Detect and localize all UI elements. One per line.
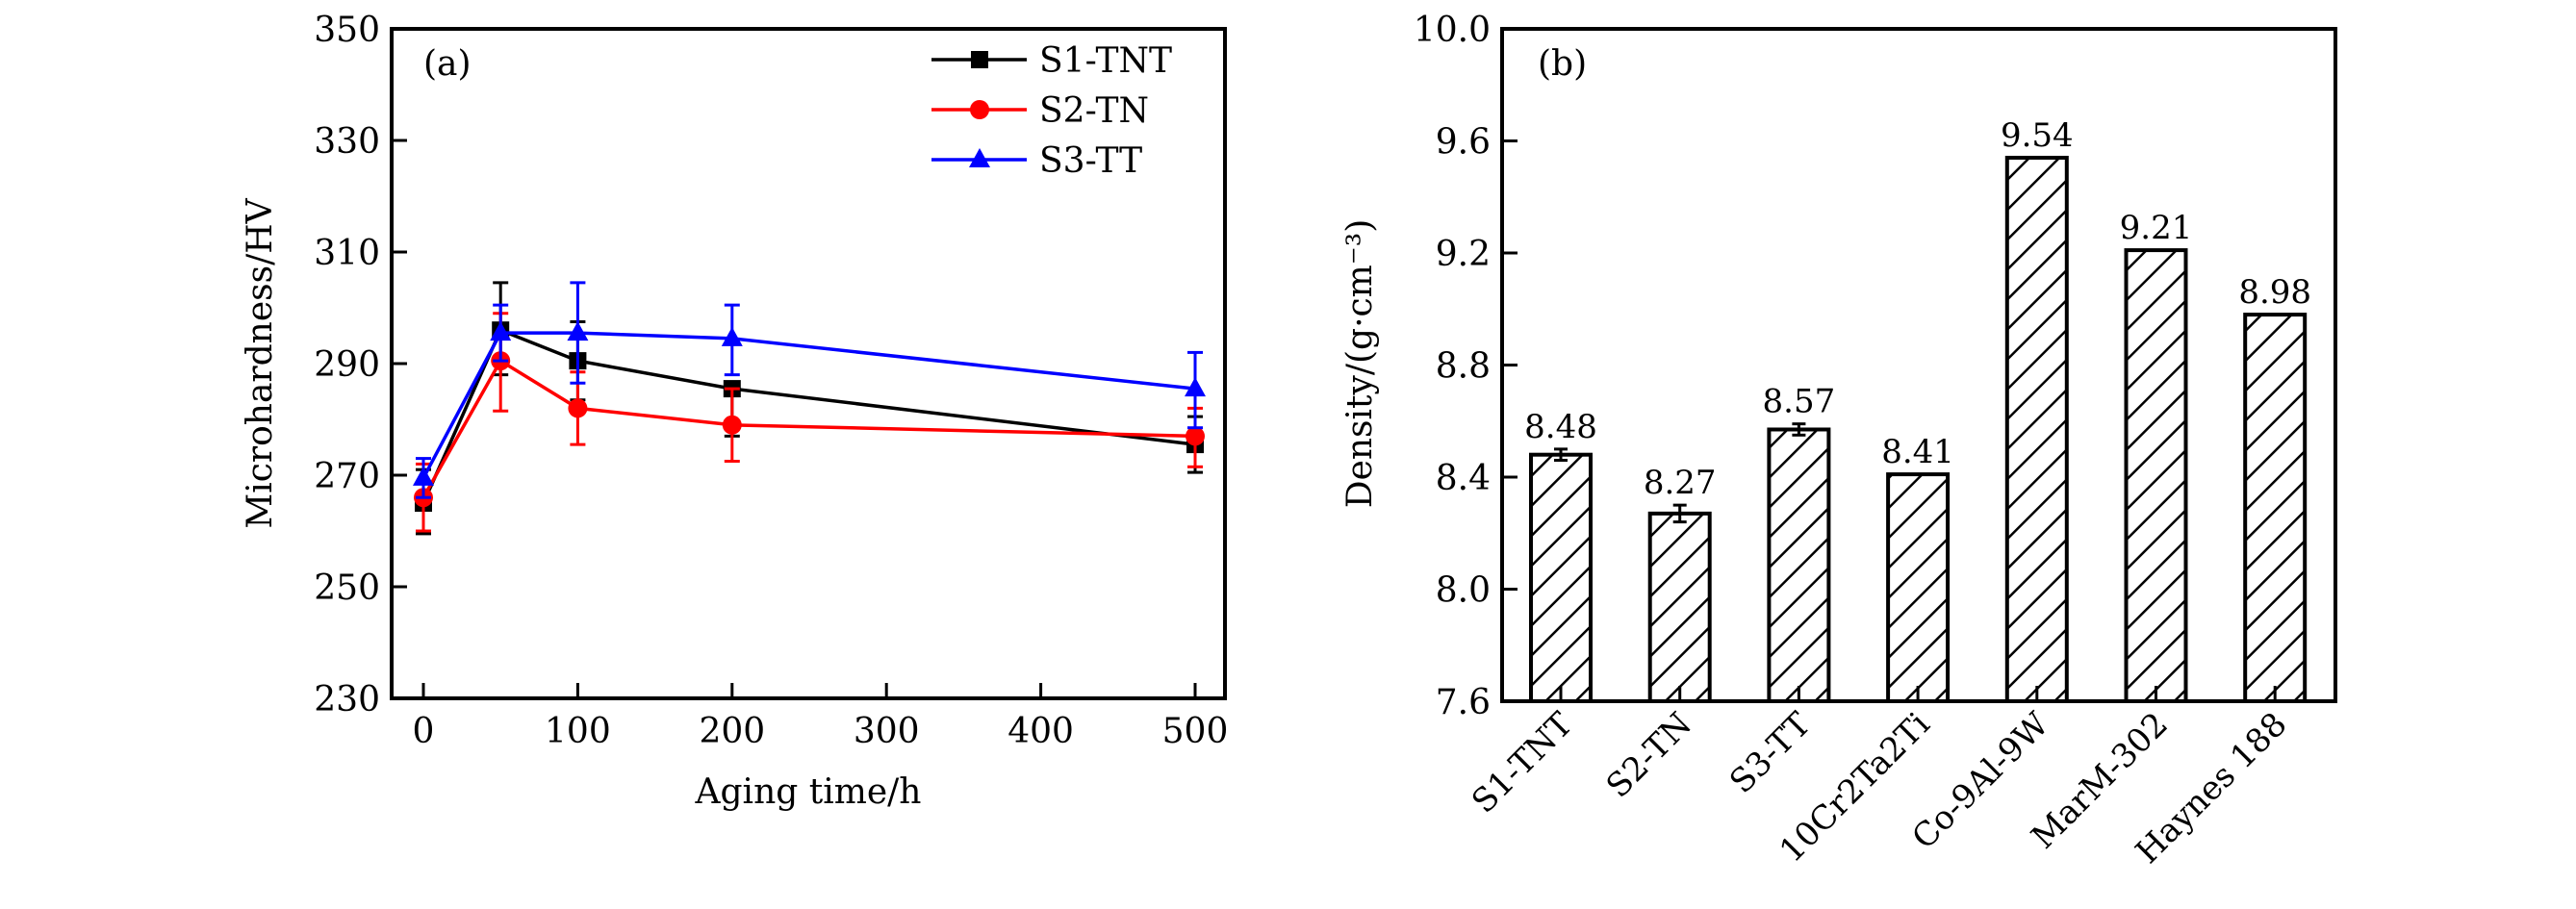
bar-value-label: 9.54 (2001, 116, 2074, 155)
bar (2124, 248, 2188, 703)
series-group (413, 281, 1206, 536)
series-line (421, 327, 1196, 504)
bar-value-label: 8.57 (1763, 383, 1836, 421)
x-tick-label: 100 (545, 712, 611, 751)
y-axis-ticks: 230 250 270 290 310 330 350 (314, 11, 407, 720)
data-point (567, 321, 589, 341)
series-s1-tnt (415, 281, 1204, 536)
x-axis-category-labels: S1-TNT S2-TN S3-TT10Cr2Ta2TiCo-9Al-9WMarM-… (1465, 705, 2295, 871)
bar-value-label: 8.48 (1524, 408, 1597, 446)
legend-marker (970, 100, 989, 119)
panel-a-microhardness-chart: 230 250 270 290 310 330 350 0 100 200 300 400 500 (… (241, 11, 1228, 812)
x-tick-label: 500 (1162, 712, 1229, 751)
y-tick-label: 330 (314, 122, 380, 162)
bar-value-label: 8.98 (2238, 273, 2311, 312)
y-tick-label: 230 (314, 680, 380, 720)
data-point (413, 466, 434, 486)
bar-value-label: 8.27 (1644, 464, 1717, 502)
data-point (490, 321, 512, 341)
bar (1886, 472, 1951, 703)
y-axis-title-a: Microhardness/HV (241, 197, 280, 528)
data-point (1186, 426, 1205, 446)
bar (2243, 313, 2308, 703)
data-point (721, 326, 743, 346)
y-tick-label: 8.0 (1436, 571, 1491, 611)
data-point (568, 398, 588, 418)
bar (1767, 427, 1831, 703)
y-tick-label: 270 (314, 457, 380, 496)
x-category-label: S2-TN (1599, 705, 1699, 805)
data-point (722, 415, 742, 435)
x-tick-label: 400 (1007, 712, 1074, 751)
y-tick-label: 9.2 (1436, 235, 1491, 274)
y-axis-title-b: Density/(g·cm⁻³) (1340, 219, 1380, 509)
bar (2004, 155, 2069, 704)
y-axis-ticks: 7.6 8.0 8.4 8.8 9.2 9.6 10.0 (1414, 11, 1518, 722)
legend-label: S2-TN (1039, 91, 1149, 131)
panel-label-a: (a) (423, 44, 472, 84)
y-tick-label: 310 (314, 234, 380, 273)
legend-marker (969, 148, 990, 167)
bars-group: 8.48 8.27 8.57 8.41 9.54 9.21 8.98 (1524, 116, 2311, 704)
legend-label: S3-TT (1039, 141, 1142, 181)
y-tick-label: 10.0 (1414, 11, 1491, 50)
x-tick-label: 300 (854, 712, 920, 751)
series-s3-tt (413, 281, 1206, 499)
x-axis-title-a: Aging time/h (695, 772, 922, 812)
series-line (421, 331, 1196, 479)
y-tick-label: 9.6 (1436, 123, 1491, 163)
y-tick-label: 290 (314, 345, 380, 385)
data-point (1185, 377, 1206, 397)
y-tick-label: 8.4 (1436, 459, 1491, 498)
y-tick-label: 7.6 (1436, 683, 1491, 722)
x-tick-label: 0 (413, 712, 435, 751)
legend-marker (971, 51, 988, 68)
y-tick-label: 250 (314, 568, 380, 608)
bar (1529, 452, 1593, 703)
bar (1647, 511, 1712, 703)
bar-value-label: 8.41 (1881, 433, 1954, 471)
bar-value-label: 9.21 (2120, 209, 2193, 247)
y-tick-label: 350 (314, 11, 380, 50)
panel-b-density-chart: 8.48 8.27 8.57 8.41 9.54 9.21 8.98 7.6 8.0 8.4 8.… (1340, 11, 2337, 871)
y-tick-label: 8.8 (1436, 347, 1491, 387)
x-tick-label: 200 (699, 712, 765, 751)
x-category-label: S3-TT (1722, 705, 1819, 801)
legend: S1-TNT S2-TN S3-TT (931, 41, 1172, 181)
legend-label: S1-TNT (1039, 41, 1172, 81)
panel-label-b: (b) (1538, 44, 1587, 84)
x-axis-ticks: 0 100 200 300 400 500 (413, 683, 1229, 751)
